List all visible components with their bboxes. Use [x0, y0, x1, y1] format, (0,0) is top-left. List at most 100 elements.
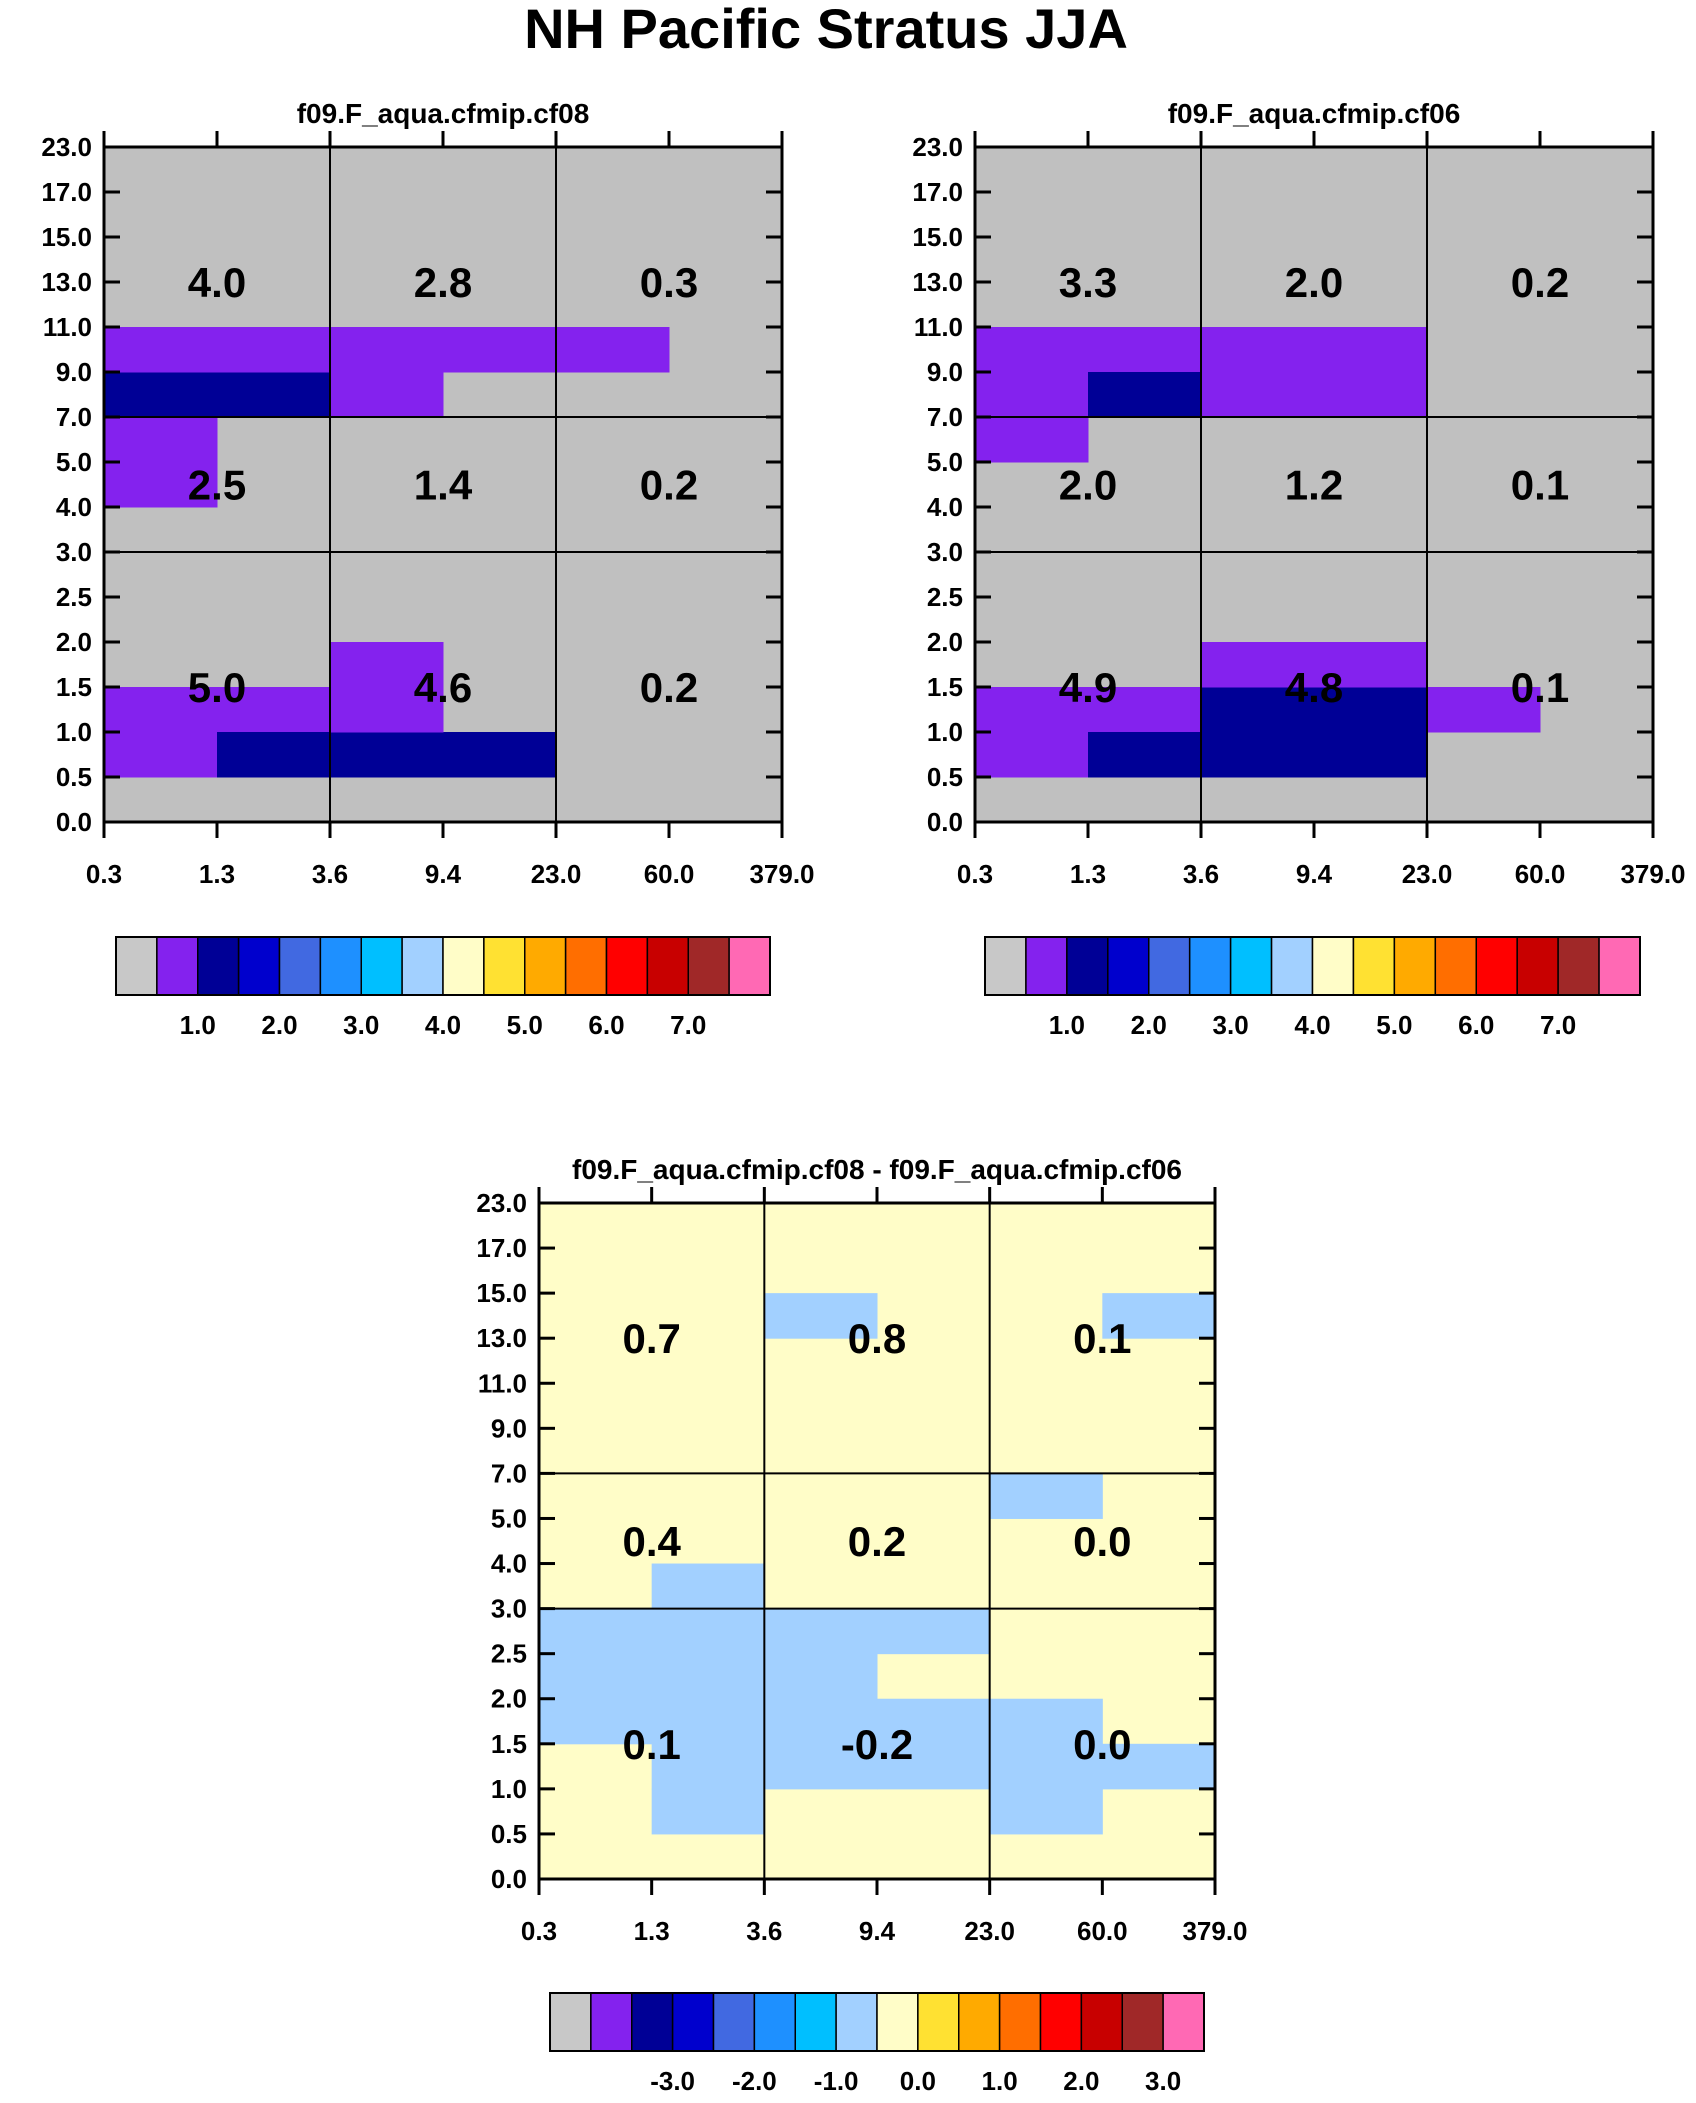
colorbar-label: 7.0 [1540, 1010, 1576, 1040]
colorbar-box [483, 936, 526, 996]
y-tick-label: 1.5 [491, 1729, 527, 1759]
heatmap-cell [1314, 687, 1428, 733]
heatmap-cell [1314, 642, 1428, 688]
heatmap-cell [651, 1653, 765, 1700]
colorbar-label: 5.0 [507, 1010, 543, 1040]
group-value-label: 4.0 [188, 259, 246, 306]
heatmap-cell [104, 732, 218, 778]
colorbar-box [1039, 1992, 1083, 2052]
heatmap-cell [217, 372, 331, 418]
colorbar-box [753, 1992, 796, 2052]
heatmap-cell [764, 1743, 878, 1790]
colorbar-box [197, 936, 240, 996]
heatmap-cell [975, 327, 1089, 373]
heatmap-cell [1088, 732, 1202, 778]
x-tick-label: 9.4 [425, 859, 462, 889]
heatmap-cell [1201, 687, 1315, 733]
colorbar-box [360, 936, 403, 996]
y-tick-label: 9.0 [927, 357, 963, 387]
panel-difference: f09.F_aqua.cfmip.cf08 - f09.F_aqua.cfmip… [476, 1154, 1247, 2096]
heatmap-cell [989, 1473, 1103, 1519]
colorbar-frame [984, 936, 1641, 996]
y-tick-label: 23.0 [41, 132, 92, 162]
colorbar-frame [115, 936, 771, 996]
heatmap-cell [1088, 327, 1202, 373]
x-tick-label: 3.6 [1183, 859, 1219, 889]
colorbar-label: 6.0 [1458, 1010, 1494, 1040]
y-tick-label: 7.0 [56, 402, 92, 432]
group-value-label: 0.2 [848, 1518, 906, 1565]
x-tick-label: 379.0 [749, 859, 814, 889]
colorbar-box [1121, 1992, 1164, 2052]
colorbar-box [1162, 1992, 1205, 2052]
y-tick-label: 7.0 [927, 402, 963, 432]
y-tick-label: 11.0 [43, 312, 92, 342]
colorbar-label: 1.0 [180, 1010, 216, 1040]
x-tick-label: 1.3 [1070, 859, 1106, 889]
group-value-label: 2.8 [414, 259, 472, 306]
x-tick-label: 23.0 [1402, 859, 1453, 889]
y-tick-label: 2.0 [56, 627, 92, 657]
colorbar-box [687, 936, 730, 996]
group-value-label: 5.0 [188, 664, 246, 711]
y-tick-label: 11.0 [914, 312, 963, 342]
colorbar-box [549, 1992, 592, 2052]
heatmap-cell [975, 417, 1089, 463]
colorbar-label: 2.0 [261, 1010, 297, 1040]
colorbar-label: 2.0 [1131, 1010, 1167, 1040]
heatmap-cell [989, 1698, 1103, 1745]
y-tick-label: 23.0 [476, 1188, 527, 1218]
x-tick-label: 60.0 [644, 859, 695, 889]
x-tick-label: 0.3 [957, 859, 993, 889]
heatmap-cell [764, 1653, 878, 1700]
figure-title: NH Pacific Stratus JJA [524, 0, 1128, 60]
heatmap-cell [1314, 372, 1428, 418]
colorbar-box [646, 936, 689, 996]
heatmap-cell [975, 732, 1089, 778]
y-tick-label: 17.0 [41, 177, 92, 207]
colorbar-box [1080, 1992, 1123, 2052]
heatmap-cell [556, 327, 670, 373]
group-value-label: 0.3 [640, 259, 698, 306]
colorbar-box [1475, 936, 1518, 996]
colorbar-label: 3.0 [1145, 2066, 1181, 2096]
colorbar-box [712, 1992, 756, 2052]
heatmap-cell [651, 1563, 765, 1610]
heatmap-cell [539, 1608, 653, 1655]
colorbar-box [237, 936, 281, 996]
heatmap-cell [330, 687, 444, 733]
heatmap-cell [1201, 642, 1315, 688]
y-tick-label: 0.5 [927, 762, 963, 792]
colorbar-box [1434, 936, 1477, 996]
y-tick-label: 5.0 [56, 447, 92, 477]
y-tick-label: 15.0 [912, 222, 963, 252]
colorbar-box [1516, 936, 1559, 996]
colorbar-box [1188, 936, 1232, 996]
y-tick-label: 13.0 [41, 267, 92, 297]
heatmap-cell [1427, 687, 1541, 733]
colorbar-box [1598, 936, 1641, 996]
x-tick-label: 9.4 [859, 1916, 896, 1946]
heatmap-cell [1314, 327, 1428, 373]
colorbar-box [835, 1992, 878, 2052]
colorbar-label: 3.0 [1213, 1010, 1249, 1040]
x-tick-label: 379.0 [1620, 859, 1685, 889]
colorbar-box [728, 936, 771, 996]
heatmap-cell [104, 687, 218, 733]
group-value-label: -0.2 [841, 1721, 913, 1768]
y-tick-label: 0.0 [491, 1864, 527, 1894]
heatmap-cell [330, 372, 444, 418]
y-tick-label: 1.0 [491, 1774, 527, 1804]
heatmap-cell [539, 1698, 653, 1745]
y-tick-label: 1.5 [56, 672, 92, 702]
group-value-label: 2.0 [1059, 462, 1117, 509]
colorbar-box [115, 936, 158, 996]
x-tick-label: 3.6 [746, 1916, 782, 1946]
colorbar-box [794, 1992, 837, 2052]
colorbar-box [631, 1992, 674, 2052]
group-value-label: 0.1 [622, 1721, 680, 1768]
x-tick-label: 0.3 [86, 859, 122, 889]
heatmap-cell [1102, 1293, 1216, 1339]
colorbar-label: -2.0 [732, 2066, 777, 2096]
y-tick-label: 1.5 [927, 672, 963, 702]
